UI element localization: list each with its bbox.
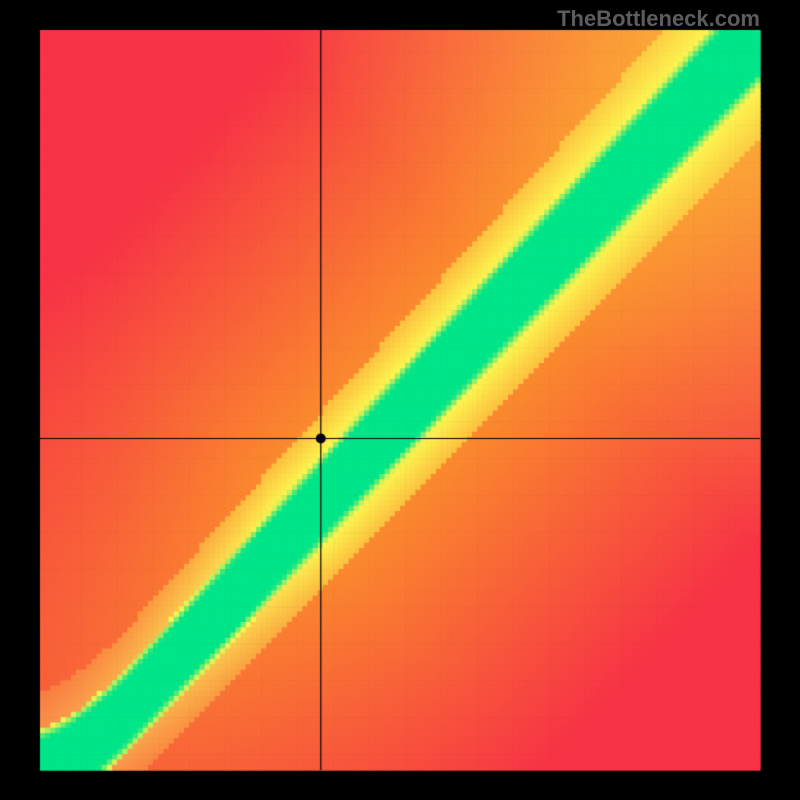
bottleneck-heatmap (0, 0, 800, 800)
watermark-text: TheBottleneck.com (557, 6, 760, 32)
